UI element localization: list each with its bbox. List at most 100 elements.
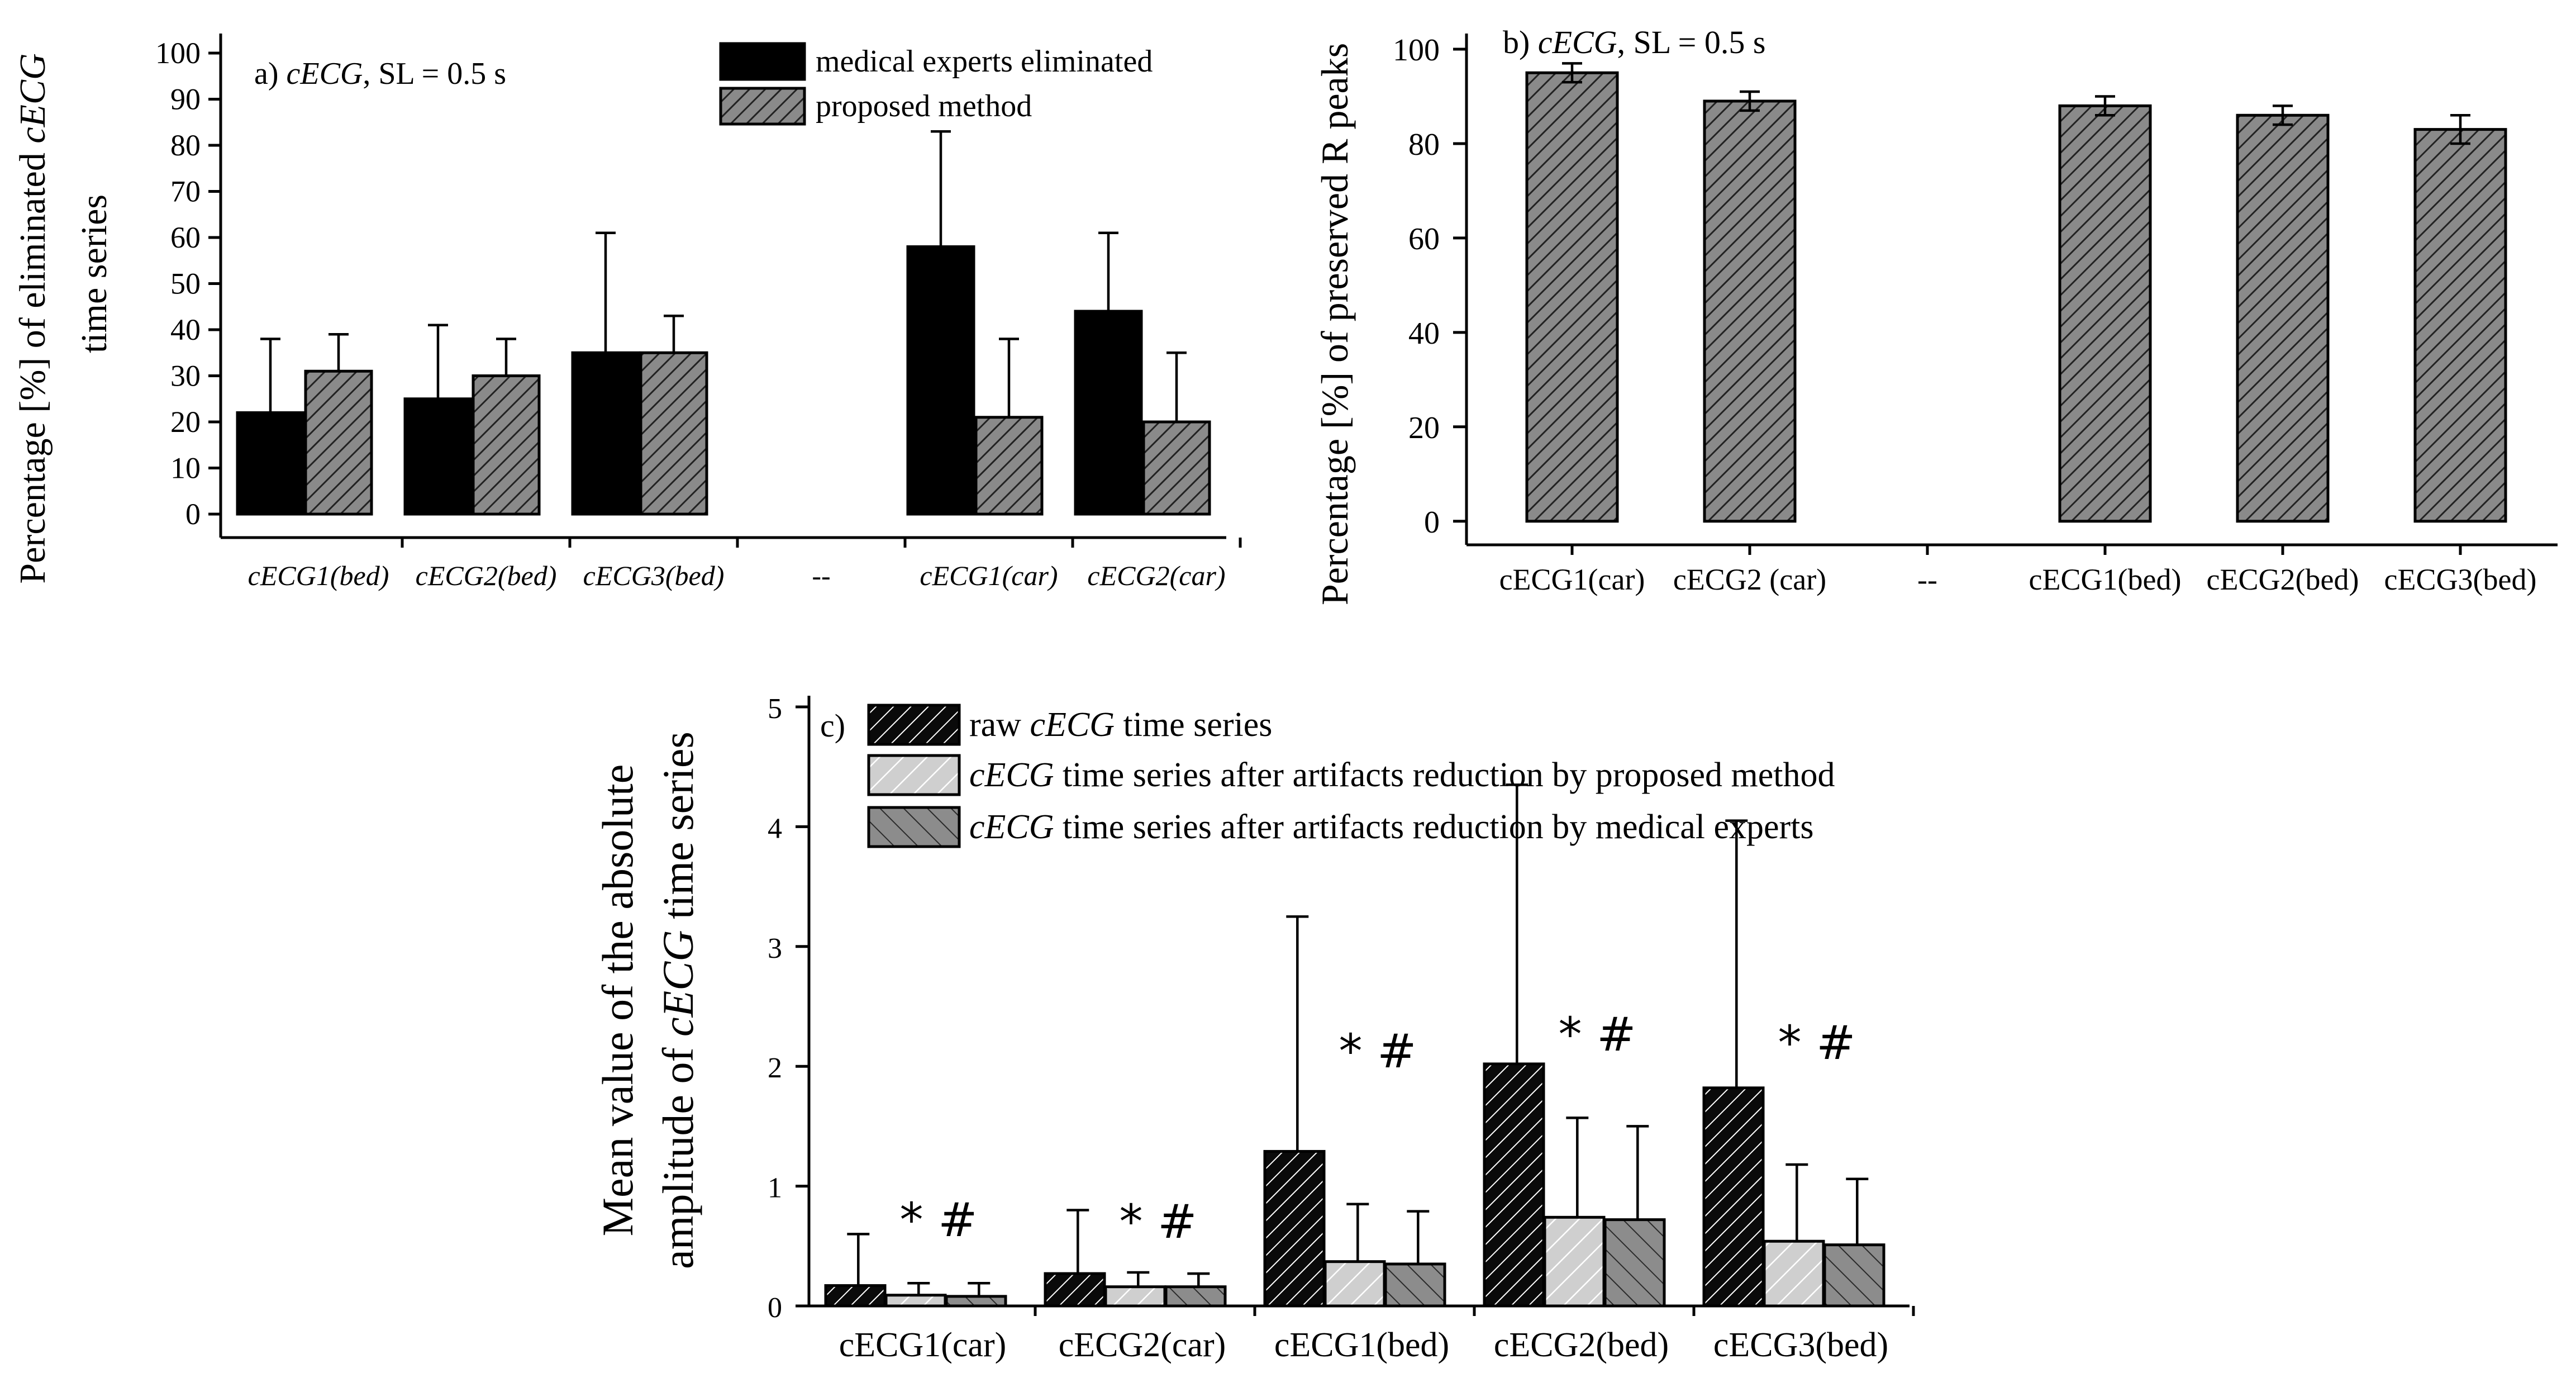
panel-b-title-part-2: , SL = 0.5 s — [1617, 24, 1766, 60]
panel-c-bar — [1263, 1149, 1326, 1308]
panel-b-y-tick-label: 80 — [1408, 127, 1440, 162]
panel-a-y-tick-label: 20 — [170, 405, 201, 439]
panel-a-title-part-2: cECG — [287, 56, 363, 91]
panel-a-bar — [472, 374, 541, 516]
panel-a-y-tick-label: 90 — [170, 83, 201, 116]
panel-a-y-tick-label: 80 — [170, 129, 201, 162]
panel-a-y-tick-label: 60 — [170, 221, 201, 254]
panel-c-legend-label-part-2: time series after artifacts reduction by… — [1054, 756, 1835, 794]
panel-b-chart: 0 20 40 60 80 100 cECG1(car) cECG2 (car) -- cECG1… — [1313, 24, 2558, 605]
panel-a-legend-swatch — [719, 42, 806, 81]
panel-c-y-tick-label: 3 — [768, 933, 782, 965]
panel-c-bar — [1483, 1062, 1545, 1308]
panel-c-y-tick-label: 2 — [768, 1052, 782, 1084]
panel-a-bar — [304, 369, 373, 516]
panel-a-y-axis-label-line2: time series — [74, 194, 115, 353]
panel-b-x-tick-label: cECG2 (car) — [1673, 563, 1826, 596]
panel-a-bar — [1074, 310, 1143, 516]
panel-a-y-tick-label: 0 — [185, 497, 201, 531]
panel-c-legend-label-part-2: time series after artifacts reduction by… — [1054, 808, 1814, 846]
panel-c-y-tick-label: 5 — [768, 693, 782, 725]
panel-a-x-tick-label: cECG1(bed) — [248, 560, 389, 591]
panel-a-y-tick-label: 70 — [170, 175, 201, 208]
panel-b-y-tick-label: 60 — [1408, 222, 1440, 256]
panel-b-title-part-0: b) — [1503, 24, 1538, 60]
panel-b-y-tick-label: 40 — [1408, 316, 1440, 351]
panel-c-x-tick-label: cECG3(bed) — [1713, 1326, 1888, 1364]
panel-b-x-tick-label: -- — [1917, 563, 1937, 596]
panel-b-y-tick-label: 100 — [1393, 33, 1440, 68]
panel-a-bar — [236, 411, 305, 516]
panel-a-y-axis-label-part-0: Percentage [%] of eliminated — [12, 144, 53, 584]
panel-b-x-tick-label: cECG1(bed) — [2029, 563, 2182, 596]
panel-c-y-axis-label-line1: Mean value of the absolute — [593, 764, 642, 1237]
panel-b-bar — [2058, 104, 2152, 523]
panel-a-legend-label: medical experts eliminated — [816, 44, 1153, 79]
panel-a-x-tick-label: cECG2(bed) — [416, 560, 557, 591]
panel-a-chart: 0 10 20 30 40 50 60 70 80 90 100 cECG1(bed) cECG2(be… — [12, 34, 1242, 591]
panel-b-title-part-1: cECG — [1538, 24, 1617, 60]
panel-c-x-tick-label: cECG1(car) — [839, 1326, 1007, 1364]
panel-c-bar — [1104, 1285, 1166, 1308]
panel-c-bar — [884, 1294, 947, 1308]
panel-b-x-tick-label: cECG2(bed) — [2207, 563, 2359, 596]
panel-c-bar — [1164, 1285, 1227, 1308]
panel-a-y-tick-label: 40 — [170, 313, 201, 346]
panel-c-bar — [1543, 1215, 1606, 1308]
panel-c-significance-annotation: * # — [1119, 1194, 1197, 1249]
panel-a-y-tick-label: 30 — [170, 359, 201, 393]
panel-a-x-tick-label: -- — [812, 560, 830, 591]
panel-b-y-tick-label: 0 — [1424, 505, 1440, 540]
panel-b-bar — [1525, 71, 1619, 523]
panel-b-y-axis-label: Percentage [%] of preserved R peaks — [1313, 43, 1356, 605]
panel-c-y-axis-label-line2-part-1: cECG — [654, 930, 702, 1037]
panel-c-chart: 0 1 2 3 4 5 cECG1(car) * # cECG2(car) * # cECG1(be… — [593, 693, 1915, 1364]
panel-a-title-part-0: a) — [254, 56, 287, 91]
panel-c-bar — [1603, 1218, 1666, 1308]
panel-c-y-tick-label: 4 — [768, 813, 782, 844]
panel-b-x-tick-label: cECG3(bed) — [2384, 563, 2537, 596]
panel-c-significance-annotation: * # — [1339, 1024, 1416, 1079]
panel-c-legend-label-part-0: raw — [969, 706, 1030, 744]
panel-c-legend-label-part-2: time series — [1115, 706, 1272, 744]
panel-a-y-tick-label: 10 — [170, 452, 201, 485]
panel-a-title-part-3: , SL = 0.5 s — [363, 56, 506, 91]
panel-a-bar — [403, 397, 473, 516]
panel-c-legend-label-part-1: cECG — [1030, 706, 1115, 744]
panel-a-bar — [1142, 420, 1211, 516]
panel-c-legend-label: cECG time series after artifacts reducti… — [969, 808, 1814, 846]
panel-a-legend-label: proposed method — [816, 89, 1032, 123]
panel-c-bar — [945, 1295, 1007, 1308]
panel-a-bar — [639, 351, 708, 516]
panel-a-x-tick-label: cECG2(car) — [1087, 560, 1225, 591]
panel-c-significance-annotation: * # — [1558, 1007, 1636, 1062]
panel-c-legend-swatch — [867, 806, 961, 848]
panel-c-bar — [1763, 1239, 1825, 1308]
panel-a-title: a) cECG, SL = 0.5 s — [254, 56, 506, 91]
panel-a-y-tick-label: 50 — [170, 267, 201, 301]
panel-a-y-tick-label: 100 — [155, 36, 201, 70]
panel-b-bar — [1703, 99, 1797, 523]
panel-c-x-tick-label: cECG2(bed) — [1494, 1326, 1669, 1364]
panel-c-y-axis-label-line2: amplitude of cECG time series — [654, 731, 702, 1269]
panel-c-legend-swatch — [867, 754, 961, 796]
panel-a-x-tick-label: cECG1(car) — [920, 560, 1058, 591]
panel-b-x-tick-label: cECG1(car) — [1499, 563, 1645, 596]
panel-c-bar — [1702, 1086, 1765, 1308]
panel-b-bar — [2236, 113, 2330, 523]
panel-c-y-tick-label: 1 — [768, 1172, 782, 1204]
panel-c-legend-label-part-1: cECG — [969, 756, 1054, 794]
panel-a-x-tick-label: cECG3(bed) — [583, 560, 725, 591]
panel-b-title: b) cECG, SL = 0.5 s — [1503, 24, 1765, 60]
panel-c-x-tick-label: cECG2(car) — [1059, 1326, 1226, 1364]
panel-c-bar — [824, 1284, 887, 1308]
panel-c-bar — [1823, 1243, 1885, 1308]
panel-c-y-axis-label-line2-part-2: time series — [654, 731, 702, 930]
panel-c-legend-label: cECG time series after artifacts reducti… — [969, 756, 1835, 794]
panel-c-legend-label: raw cECG time series — [969, 706, 1272, 744]
panel-c-label: c) — [820, 707, 845, 744]
panel-c-bar — [1384, 1262, 1446, 1308]
panel-b-y-tick-label: 20 — [1408, 411, 1440, 445]
panel-c-legend-label-part-1: cECG — [969, 808, 1054, 846]
